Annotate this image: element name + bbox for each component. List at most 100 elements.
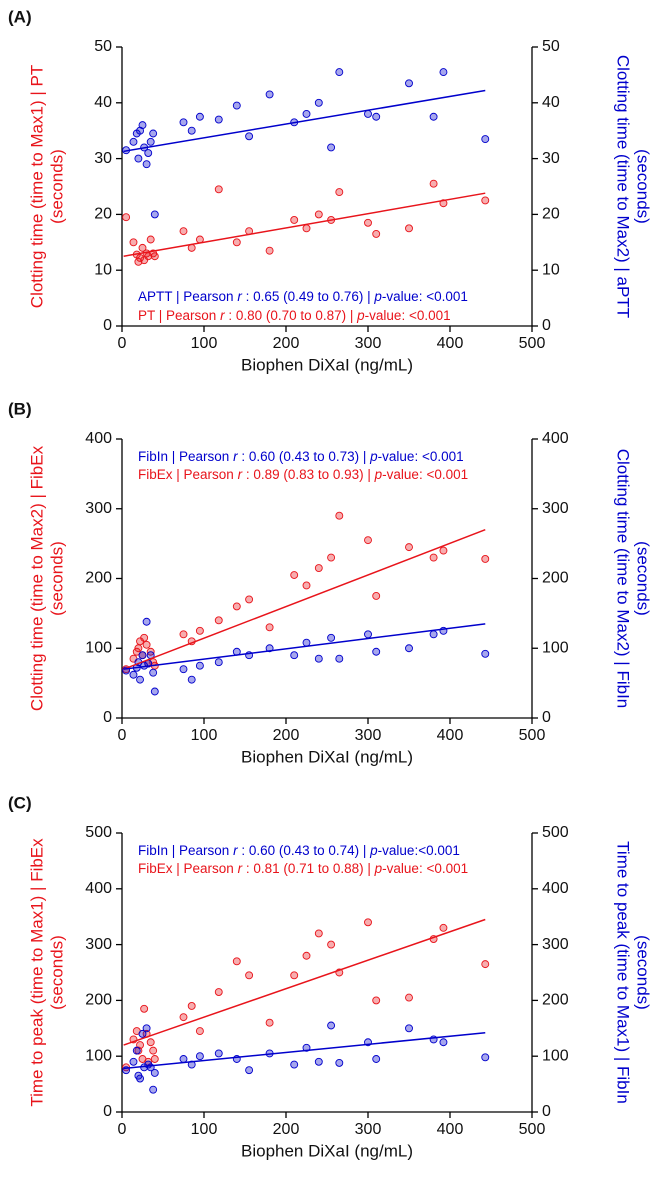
x-tick-label: 200 [273,335,300,352]
data-point [439,1038,448,1047]
y2-tick-label: 100 [542,639,569,656]
data-point [179,665,188,674]
data-point [245,1066,254,1075]
data-point [149,1085,158,1094]
data-point [138,1029,147,1038]
y-tick-label: 300 [85,500,112,517]
y2-axis-label: Clotting time (time to Max2) | aPTT [614,55,633,318]
data-point [214,988,223,996]
data-point [364,536,372,545]
annotation-part: -value: <0.001 [382,467,468,482]
data-point [136,675,144,684]
annotation-part: r [233,843,238,858]
data-point [195,112,204,121]
x-tick-label: 0 [118,727,127,744]
data-point [372,112,381,121]
data-point [372,591,381,600]
data-point [327,143,336,152]
data-point [214,616,223,625]
data-point [195,1052,204,1061]
data-point [149,668,158,677]
annotation-part: -value: <0.001 [382,861,468,876]
y-tick-label: 300 [85,936,112,953]
annotation: FibIn | Pearson r : 0.60 (0.43 to 0.73) … [138,449,464,464]
data-point [142,1024,151,1033]
data-point [327,940,336,949]
annotation-part: FibIn | Pearson [138,449,233,464]
data-point [327,633,336,642]
data-point [314,564,323,572]
panel-label: (B) [8,399,32,418]
data-point [429,179,438,188]
y2-tick-label: 40 [542,94,560,111]
y-tick-label: 400 [85,880,112,897]
data-point [290,571,299,579]
y2-tick-label: 50 [542,38,560,55]
data-point [405,79,413,88]
x-tick-label: 0 [118,335,127,352]
annotation-part: FibEx | Pearson [138,861,238,876]
annotation: FibEx | Pearson r : 0.89 (0.83 to 0.93) … [138,467,468,482]
y-tick-label: 50 [94,38,112,55]
data-point [327,553,336,562]
data-point [302,951,311,960]
data-point [138,651,147,660]
data-point [142,617,151,626]
data-point [429,112,438,121]
x-tick-label: 100 [191,727,218,744]
annotation-part: p [374,861,383,876]
data-point [150,1068,159,1077]
y2-tick-label: 200 [542,992,569,1009]
annotation-part: p [369,449,378,464]
annotation-part: -value: <0.001 [382,289,468,304]
data-point [146,235,155,244]
annotation: FibIn | Pearson r : 0.60 (0.43 to 0.74) … [138,843,460,858]
data-point [195,661,204,670]
data-point [179,630,188,639]
x-tick-label: 200 [273,1121,300,1138]
x-tick-label: 500 [519,335,546,352]
y-tick-label: 400 [85,430,112,447]
data-point [140,633,149,642]
data-point [372,229,381,238]
data-point [134,257,143,266]
x-tick-label: 400 [437,727,464,744]
y2-axis-label: (seconds) [634,935,653,1010]
data-point [405,993,413,1002]
annotation-part: FibEx | Pearson [138,467,238,482]
data-point [150,687,159,696]
data-point [265,90,274,99]
data-point [429,553,438,562]
data-point [290,651,299,660]
annotation-part: : 0.80 (0.70 to 0.87) | [225,308,358,323]
data-point [405,224,413,233]
data-point [129,670,138,679]
data-point [214,1049,223,1058]
fit-line [123,89,486,153]
y2-tick-label: 0 [542,1103,551,1120]
data-point [372,647,381,656]
annotation-part: : 0.81 (0.71 to 0.88) | [242,861,375,876]
data-point [150,1055,159,1063]
data-point [405,644,413,653]
x-tick-label: 400 [437,335,464,352]
data-point [481,555,490,563]
data-point [314,98,323,107]
data-point [245,132,254,141]
data-point [265,623,274,632]
data-point [439,923,448,932]
data-point [187,126,196,135]
data-point [481,135,490,144]
data-point [129,1057,138,1066]
y-axis-label: (seconds) [47,149,66,224]
y2-tick-label: 500 [542,824,569,841]
data-point [290,971,299,980]
data-point [122,213,131,222]
annotation-part: APTT | Pearson [138,289,237,304]
data-point [439,68,448,77]
x-axis-label: Biophen DiXaI (ng/mL) [241,355,413,374]
fit-line [123,918,486,1046]
x-axis-label: Biophen DiXaI (ng/mL) [241,1141,413,1160]
